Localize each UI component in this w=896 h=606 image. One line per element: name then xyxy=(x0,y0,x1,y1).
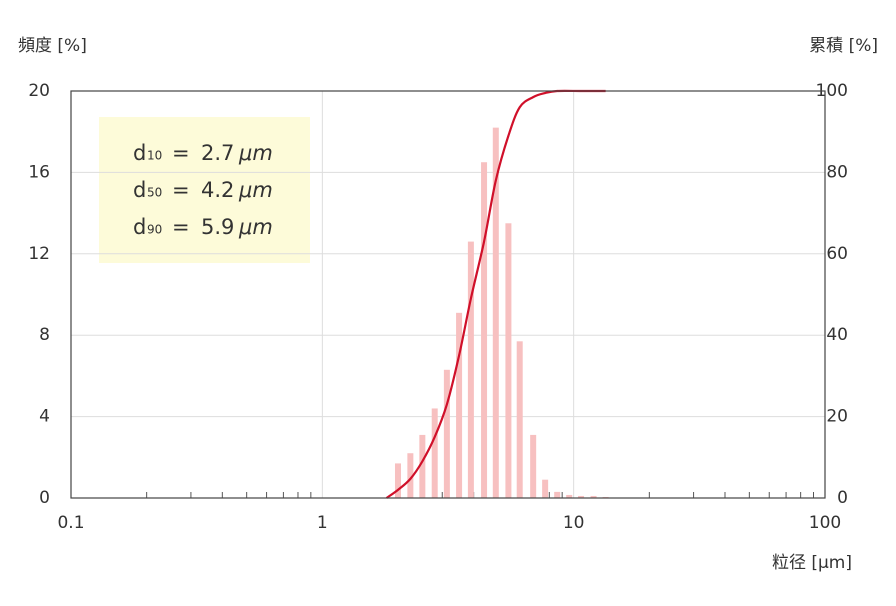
bar xyxy=(542,479,549,498)
y2-axis-label: 累積 [%] xyxy=(809,36,878,56)
annotation-relation: = xyxy=(172,141,190,165)
annotation-value: 5.9 xyxy=(201,215,234,239)
annotation-subscript: 50 xyxy=(147,186,162,200)
bar xyxy=(516,341,523,498)
x-tick-label: 1 xyxy=(317,513,328,533)
bar xyxy=(492,127,499,498)
annotation-symbol: d xyxy=(133,215,146,239)
annotation: d 50 = 4.2 μm xyxy=(133,178,273,202)
y2-tick-label: 40 xyxy=(826,325,848,345)
annotation-symbol: d xyxy=(133,178,146,202)
x-tick-label: 100 xyxy=(809,513,841,533)
y-tick-label: 20 xyxy=(28,81,50,101)
bar xyxy=(394,463,401,498)
x-tick-label: 10 xyxy=(563,513,585,533)
bar xyxy=(456,312,463,498)
bar xyxy=(566,494,573,498)
bar xyxy=(431,408,438,498)
x-axis-label: 粒径 [μm] xyxy=(772,553,852,573)
bar xyxy=(407,453,414,498)
bar xyxy=(419,434,426,498)
y-tick-label: 16 xyxy=(28,162,50,182)
bar xyxy=(590,495,597,498)
bar xyxy=(530,434,537,498)
annotation: d 90 = 5.9 μm xyxy=(133,215,273,239)
annotation-relation: = xyxy=(172,215,190,239)
y2-tick-label: 20 xyxy=(826,407,848,427)
annotation-unit: μm xyxy=(238,215,273,239)
x-tick-label: 0.1 xyxy=(57,513,84,533)
y-tick-label: 12 xyxy=(28,244,50,264)
y-tick-label: 4 xyxy=(39,407,50,427)
bar xyxy=(467,241,474,498)
annotation-value: 4.2 xyxy=(201,178,234,202)
y-axis-label: 頻度 [%] xyxy=(18,36,87,56)
annotation-relation: = xyxy=(172,178,190,202)
y2-tick-label: 80 xyxy=(826,162,848,182)
bar xyxy=(481,162,488,498)
annotation-subscript: 10 xyxy=(147,149,162,163)
y2-tick-label: 0 xyxy=(837,488,848,508)
cumulative-line xyxy=(385,89,606,499)
annotation-unit: μm xyxy=(238,141,273,165)
bar xyxy=(554,491,561,498)
y2-tick-label: 100 xyxy=(816,81,848,101)
annotation: d 10 = 2.7 μm xyxy=(133,141,273,165)
bar xyxy=(505,223,512,498)
annotation-subscript: 90 xyxy=(147,223,162,237)
annotation-unit: μm xyxy=(238,178,273,202)
y-tick-label: 0 xyxy=(39,488,50,508)
y-tick-label: 8 xyxy=(39,325,50,345)
y2-tick-label: 60 xyxy=(826,244,848,264)
plot-frame xyxy=(70,90,826,499)
bar xyxy=(578,495,585,498)
annotation-value: 2.7 xyxy=(201,141,234,165)
annotation-symbol: d xyxy=(133,141,146,165)
bar xyxy=(443,369,450,498)
annotation-box xyxy=(99,117,310,263)
